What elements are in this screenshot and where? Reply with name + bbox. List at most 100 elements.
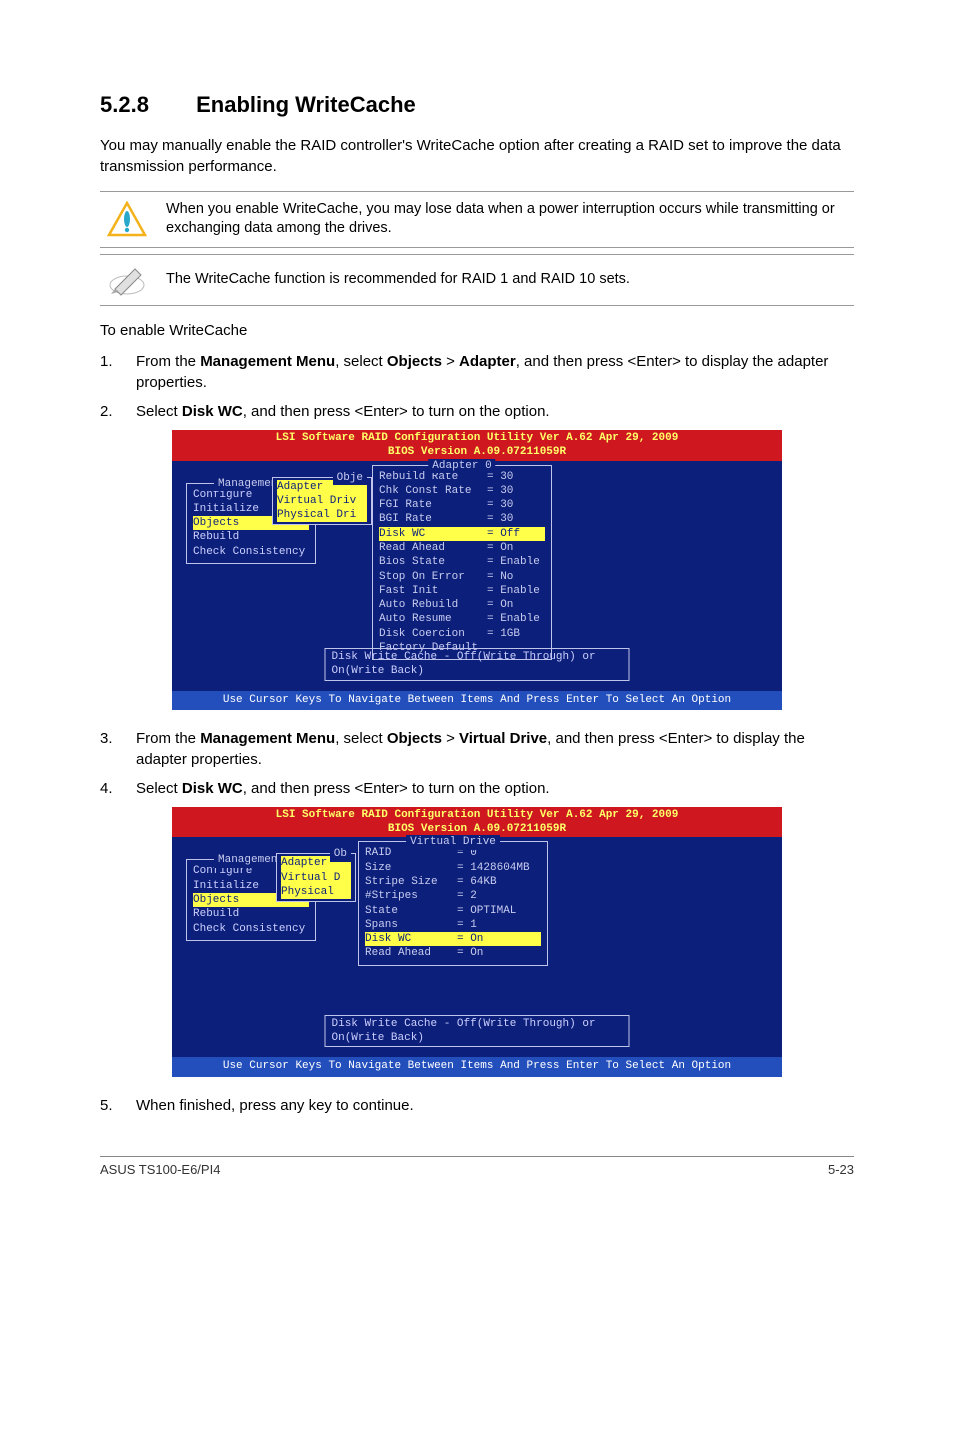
property-key: Disk Coercion — [379, 627, 487, 641]
property-value: = On — [487, 598, 513, 612]
bios-screenshot-2: LSI Software RAID Configuration Utility … — [172, 807, 782, 1077]
property-row[interactable]: Stop On Error= No — [379, 570, 545, 584]
step-number: 5. — [100, 1095, 136, 1116]
steps-list-c: 5. When finished, press any key to conti… — [100, 1095, 854, 1116]
step-3: 3. From the Management Menu, select Obje… — [100, 728, 854, 770]
step-body: Select Disk WC, and then press <Enter> t… — [136, 401, 854, 422]
property-value: = No — [487, 570, 513, 584]
property-row[interactable]: Disk WC= Off — [379, 527, 545, 541]
note-text: The WriteCache function is recommended f… — [166, 270, 848, 290]
bios-footer: Use Cursor Keys To Navigate Between Item… — [172, 1057, 782, 1076]
steps-list-b: 3. From the Management Menu, select Obje… — [100, 728, 854, 799]
property-row[interactable]: Chk Const Rate= 30 — [379, 484, 545, 498]
property-value: = Enable — [487, 555, 540, 569]
help-line: Disk Write Cache - Off(Write Through) or… — [325, 648, 630, 681]
bios-title-1: LSI Software RAID Configuration Utility … — [172, 808, 782, 822]
property-key: Size — [365, 861, 457, 875]
caution-icon — [107, 201, 147, 237]
section-heading: 5.2.8 Enabling WriteCache — [100, 90, 854, 121]
property-key: Read Ahead — [365, 946, 457, 960]
property-value: = 2 — [457, 889, 477, 903]
property-key: Fast Init — [379, 584, 487, 598]
property-value: = 1 — [457, 918, 477, 932]
help-line: Disk Write Cache - Off(Write Through) or… — [325, 1015, 630, 1048]
property-key: Read Ahead — [379, 541, 487, 555]
step-body: Select Disk WC, and then press <Enter> t… — [136, 778, 854, 799]
vd-properties-list[interactable]: RAID= 0Size= 1428604MBStripe Size= 64KB#… — [365, 846, 541, 960]
section-title: Enabling WriteCache — [196, 92, 416, 117]
objects-submenu-list[interactable]: Adapter Virtual D Physical — [281, 856, 351, 899]
bios-header: LSI Software RAID Configuration Utility … — [172, 807, 782, 838]
property-value: = OPTIMAL — [457, 904, 516, 918]
objects-submenu-list[interactable]: Adapter Virtual Driv Physical Dri — [277, 480, 367, 523]
property-key: Bios State — [379, 555, 487, 569]
bios-screenshot-1: LSI Software RAID Configuration Utility … — [172, 430, 782, 710]
property-row[interactable]: BGI Rate= 30 — [379, 512, 545, 526]
property-key: State — [365, 904, 457, 918]
adapter-properties-list[interactable]: Rebuild Rate= 30Chk Const Rate= 30FGI Ra… — [379, 470, 545, 656]
property-row[interactable]: Disk WC= On — [365, 932, 541, 946]
property-value: = Enable — [487, 584, 540, 598]
property-row[interactable]: Auto Rebuild= On — [379, 598, 545, 612]
caution-text: When you enable WriteCache, you may lose… — [166, 200, 848, 239]
property-row[interactable]: Disk Coercion= 1GB — [379, 627, 545, 641]
objects-submenu-title: Ob — [330, 847, 351, 861]
property-value: = Enable — [487, 612, 540, 626]
intro-paragraph: You may manually enable the RAID control… — [100, 135, 854, 177]
footer-left: ASUS TS100-E6/PI4 — [100, 1161, 220, 1179]
menu-item[interactable]: Rebuild — [193, 907, 309, 921]
property-value: = Off — [487, 527, 520, 541]
vd-panel-title: Virtual Drive — [406, 835, 500, 849]
menu-item[interactable]: Check Consistency — [193, 922, 309, 936]
submenu-item-selected[interactable]: Virtual D — [281, 871, 351, 885]
step-body: From the Management Menu, select Objects… — [136, 351, 854, 393]
step-body: When finished, press any key to continue… — [136, 1095, 854, 1116]
property-row[interactable]: State= OPTIMAL — [365, 904, 541, 918]
property-value: = 30 — [487, 512, 513, 526]
bios-body: Management Configure Initialize Objects … — [172, 837, 782, 1057]
bios-footer: Use Cursor Keys To Navigate Between Item… — [172, 691, 782, 710]
submenu-item[interactable]: Physical Dri — [277, 508, 367, 522]
caution-callout: When you enable WriteCache, you may lose… — [100, 191, 854, 248]
vd-properties-panel: Virtual Drive RAID= 0Size= 1428604MBStri… — [358, 841, 548, 965]
steps-list-a: 1. From the Management Menu, select Obje… — [100, 351, 854, 422]
objects-submenu-title: Obje — [333, 471, 367, 485]
property-row[interactable]: #Stripes= 2 — [365, 889, 541, 903]
step-number: 4. — [100, 778, 136, 799]
property-row[interactable]: Spans= 1 — [365, 918, 541, 932]
property-key: Auto Rebuild — [379, 598, 487, 612]
objects-submenu-panel: Ob Adapter Virtual D Physical — [276, 853, 356, 902]
property-key: FGI Rate — [379, 498, 487, 512]
step-number: 2. — [100, 401, 136, 422]
property-key: Spans — [365, 918, 457, 932]
bios-body: Management Configure Initialize Objects … — [172, 461, 782, 691]
property-row[interactable]: Read Ahead= On — [379, 541, 545, 555]
bios-header: LSI Software RAID Configuration Utility … — [172, 430, 782, 461]
property-key: Disk WC — [379, 527, 487, 541]
note-callout: The WriteCache function is recommended f… — [100, 254, 854, 306]
property-key: Chk Const Rate — [379, 484, 487, 498]
property-row[interactable]: Size= 1428604MB — [365, 861, 541, 875]
property-value: = On — [487, 541, 513, 555]
property-key: #Stripes — [365, 889, 457, 903]
step-number: 1. — [100, 351, 136, 393]
property-key: Disk WC — [365, 932, 457, 946]
bios-title-2: BIOS Version A.09.07211059R — [172, 445, 782, 459]
property-row[interactable]: Bios State= Enable — [379, 555, 545, 569]
property-row[interactable]: Auto Resume= Enable — [379, 612, 545, 626]
property-row[interactable]: FGI Rate= 30 — [379, 498, 545, 512]
submenu-item[interactable]: Physical — [281, 885, 351, 899]
property-key: Stripe Size — [365, 875, 457, 889]
menu-item[interactable]: Check Consistency — [193, 545, 309, 559]
property-value: = 1428604MB — [457, 861, 530, 875]
step-2: 2. Select Disk WC, and then press <Enter… — [100, 401, 854, 422]
property-row[interactable]: Read Ahead= On — [365, 946, 541, 960]
submenu-item[interactable]: Virtual Driv — [277, 494, 367, 508]
property-row[interactable]: Fast Init= Enable — [379, 584, 545, 598]
menu-item[interactable]: Rebuild — [193, 530, 309, 544]
step-4: 4. Select Disk WC, and then press <Enter… — [100, 778, 854, 799]
property-key: BGI Rate — [379, 512, 487, 526]
property-key: Stop On Error — [379, 570, 487, 584]
property-value: = On — [457, 932, 483, 946]
property-row[interactable]: Stripe Size= 64KB — [365, 875, 541, 889]
